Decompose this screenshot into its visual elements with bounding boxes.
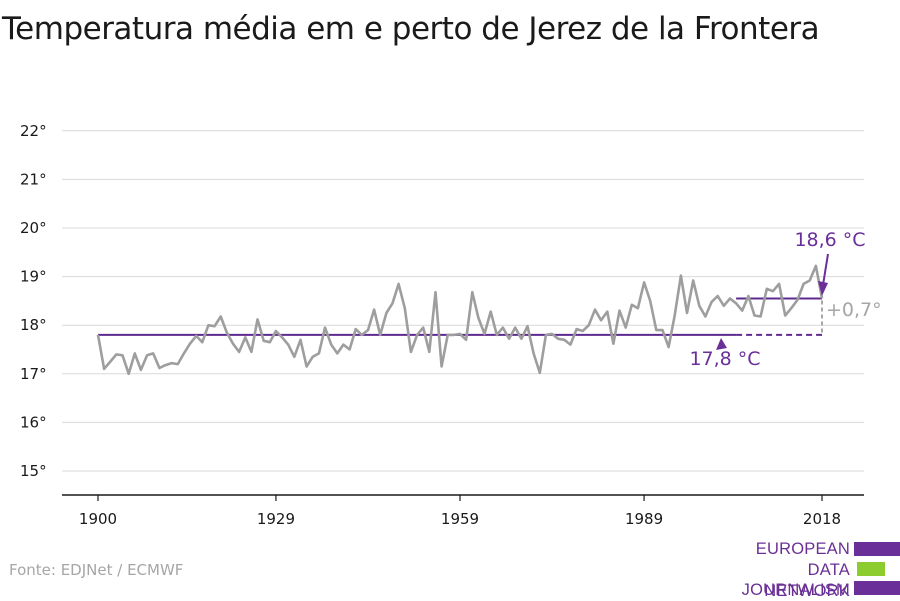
annotations: 18,6 °C 17,8 °C +0,7° xyxy=(689,229,881,370)
recent-arrow-head xyxy=(818,281,828,296)
edjnet-logo: EUROPEAN DATA JOURNALISM NETWORK xyxy=(700,538,900,600)
x-tick-label: 1929 xyxy=(257,510,295,528)
y-tick-label: 17° xyxy=(20,365,47,383)
chart-title: Temperatura média em e perto de Jerez de… xyxy=(2,11,820,47)
gridlines xyxy=(62,130,864,472)
x-tick-label: 1900 xyxy=(79,510,117,528)
y-tick-label: 19° xyxy=(20,268,47,286)
logo-bar-top xyxy=(854,542,900,556)
recent-arrow-shaft xyxy=(822,253,829,286)
baseline-arrow-head xyxy=(716,338,727,350)
difference-label: +0,7° xyxy=(826,299,882,321)
x-tick-label: 1959 xyxy=(441,510,479,528)
y-tick-label: 20° xyxy=(20,219,47,237)
logo-line-european: EUROPEAN xyxy=(755,540,850,558)
x-tick-label: 2018 xyxy=(803,510,841,528)
y-tick-label: 21° xyxy=(20,170,47,188)
temperature-series-line xyxy=(96,264,824,376)
series-layer xyxy=(96,264,824,376)
baseline-label: 17,8 °C xyxy=(689,348,760,370)
recent-average-label: 18,6 °C xyxy=(794,229,865,251)
logo-line-data-journalism: DATA JOURNALISM xyxy=(741,561,850,599)
x-tick-label: 1989 xyxy=(625,510,663,528)
logo-bar-middle xyxy=(857,562,885,576)
y-tick-label: 16° xyxy=(20,413,47,431)
y-axis-labels: 15° 16° 17° 18° 19° 20° 21° 22° xyxy=(20,122,47,480)
logo-line-network: NETWORK xyxy=(764,582,850,600)
x-axis: 1900 1929 1959 1989 2018 xyxy=(62,494,864,528)
y-tick-label: 15° xyxy=(20,462,47,480)
y-tick-label: 22° xyxy=(20,122,47,140)
y-tick-label: 18° xyxy=(20,316,47,334)
logo-bar-bottom xyxy=(854,581,900,595)
source-note: Fonte: EDJNet / ECMWF xyxy=(9,561,184,579)
